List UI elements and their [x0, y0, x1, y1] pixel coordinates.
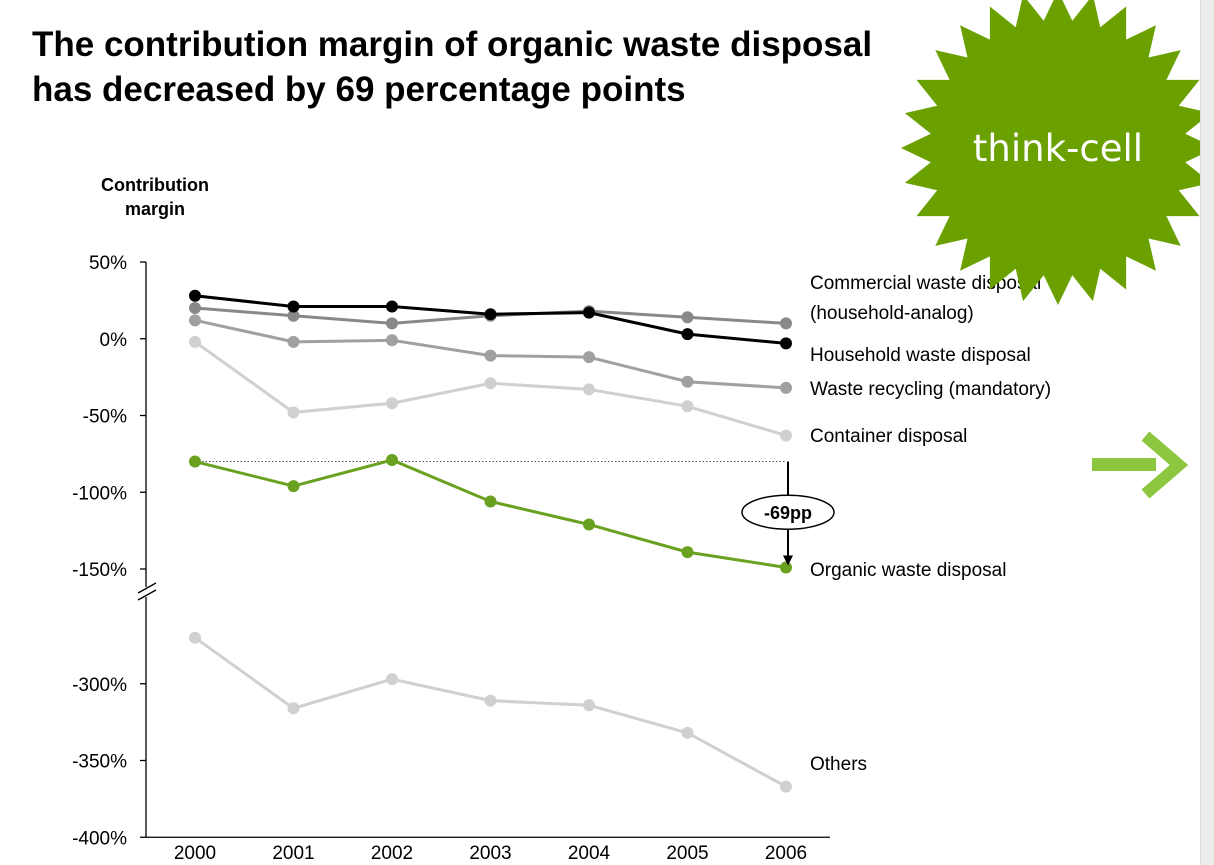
data-point-waste-recycling-mandatory [484, 349, 497, 362]
arrow-right-icon[interactable] [1092, 431, 1189, 499]
data-point-waste-recycling-mandatory [287, 335, 300, 348]
data-point-commercial-waste-disposal-household-analog [386, 317, 398, 330]
data-point-commercial-waste-disposal-household-analog [681, 311, 694, 324]
data-point-household-waste-disposal [583, 306, 595, 319]
data-point-container-disposal [287, 406, 300, 419]
data-point-others [287, 702, 300, 715]
think-cell-logo: think-cell [901, 0, 1200, 305]
series-label-organic-waste-disposal: Organic waste disposal [810, 560, 1006, 581]
logo-text: think-cell [973, 127, 1143, 170]
starburst-badge-icon [901, 0, 1200, 305]
data-point-organic-waste-disposal [287, 480, 300, 493]
y-tick-label: -150% [72, 560, 127, 581]
y-axis-title-line: margin [125, 199, 185, 219]
data-point-container-disposal [386, 397, 398, 410]
x-tick-label: 2006 [765, 843, 807, 864]
slide-title: The contribution margin of organic waste… [32, 22, 1032, 112]
title-line-2: has decreased by 69 percentage points [32, 70, 686, 109]
data-point-household-waste-disposal [484, 308, 497, 321]
title-line-1: The contribution margin of organic waste… [32, 25, 873, 64]
data-point-organic-waste-disposal [189, 455, 201, 468]
y-tick-label: -400% [72, 828, 127, 849]
data-point-container-disposal [484, 377, 497, 390]
y-tick-label: 50% [89, 253, 127, 274]
data-point-commercial-waste-disposal-household-analog [189, 302, 201, 315]
scrollbar-edge[interactable] [1200, 0, 1214, 865]
series-label-others: Others [810, 754, 867, 775]
y-tick-label: -100% [72, 483, 127, 504]
data-point-others [583, 699, 595, 712]
y-tick-label: 0% [100, 330, 128, 351]
x-tick-label: 2000 [174, 843, 216, 864]
axis-break-mark [137, 589, 157, 601]
y-tick-label: -350% [72, 752, 127, 773]
data-point-organic-waste-disposal [484, 495, 497, 508]
arrow-shaft [1092, 458, 1156, 471]
x-tick-label: 2002 [371, 843, 413, 864]
data-point-container-disposal [780, 429, 792, 442]
data-point-commercial-waste-disposal-household-analog [287, 309, 300, 322]
series-line-others [194, 636, 787, 788]
series-line-organic-waste-disposal [194, 458, 787, 569]
data-point-others [484, 694, 497, 707]
y-axis-title: Contribution margin [101, 175, 209, 219]
data-point-container-disposal [189, 335, 201, 348]
data-point-household-waste-disposal [681, 328, 694, 341]
data-point-organic-waste-disposal [780, 561, 792, 574]
x-tick-label: 2004 [568, 843, 611, 864]
data-point-household-waste-disposal [780, 337, 792, 350]
data-point-waste-recycling-mandatory [189, 314, 201, 327]
y-axis-title-line: Contribution [101, 175, 209, 195]
data-point-waste-recycling-mandatory [386, 334, 398, 347]
difference-arrow-head [783, 555, 793, 566]
data-point-waste-recycling-mandatory [681, 375, 694, 388]
data-point-container-disposal [681, 400, 694, 413]
y-tick-label: -50% [83, 407, 127, 428]
data-point-waste-recycling-mandatory [780, 381, 792, 394]
data-point-container-disposal [583, 383, 595, 396]
data-point-household-waste-disposal [189, 289, 201, 302]
difference-badge-label: -69pp [764, 503, 812, 523]
x-tick-label: 2001 [272, 843, 314, 864]
series-label-household-waste-disposal: Household waste disposal [810, 345, 1031, 366]
series-label-waste-recycling-mandatory: Waste recycling (mandatory) [810, 379, 1051, 400]
difference-badge [741, 494, 835, 530]
data-point-others [681, 726, 694, 739]
x-tick-label: 2003 [469, 843, 511, 864]
series-label-commercial-waste-disposal-household-analog: (household-analog) [810, 303, 974, 324]
data-point-others [386, 673, 398, 686]
data-point-organic-waste-disposal [681, 546, 694, 559]
x-tick-label: 2005 [666, 843, 708, 864]
data-point-organic-waste-disposal [583, 518, 595, 531]
data-point-others [780, 780, 792, 793]
series-label-commercial-waste-disposal-household-analog: Commercial waste disposal [810, 273, 1041, 294]
data-point-organic-waste-disposal [386, 454, 398, 467]
arrow-head [1141, 431, 1189, 499]
data-point-commercial-waste-disposal-household-analog [780, 317, 792, 330]
y-tick-label: -300% [72, 675, 127, 696]
data-point-household-waste-disposal [386, 300, 398, 313]
axis-break-mark [137, 582, 157, 594]
data-point-waste-recycling-mandatory [583, 351, 595, 364]
data-point-others [189, 631, 201, 644]
series-label-container-disposal: Container disposal [810, 426, 967, 447]
data-point-household-waste-disposal [287, 300, 300, 313]
